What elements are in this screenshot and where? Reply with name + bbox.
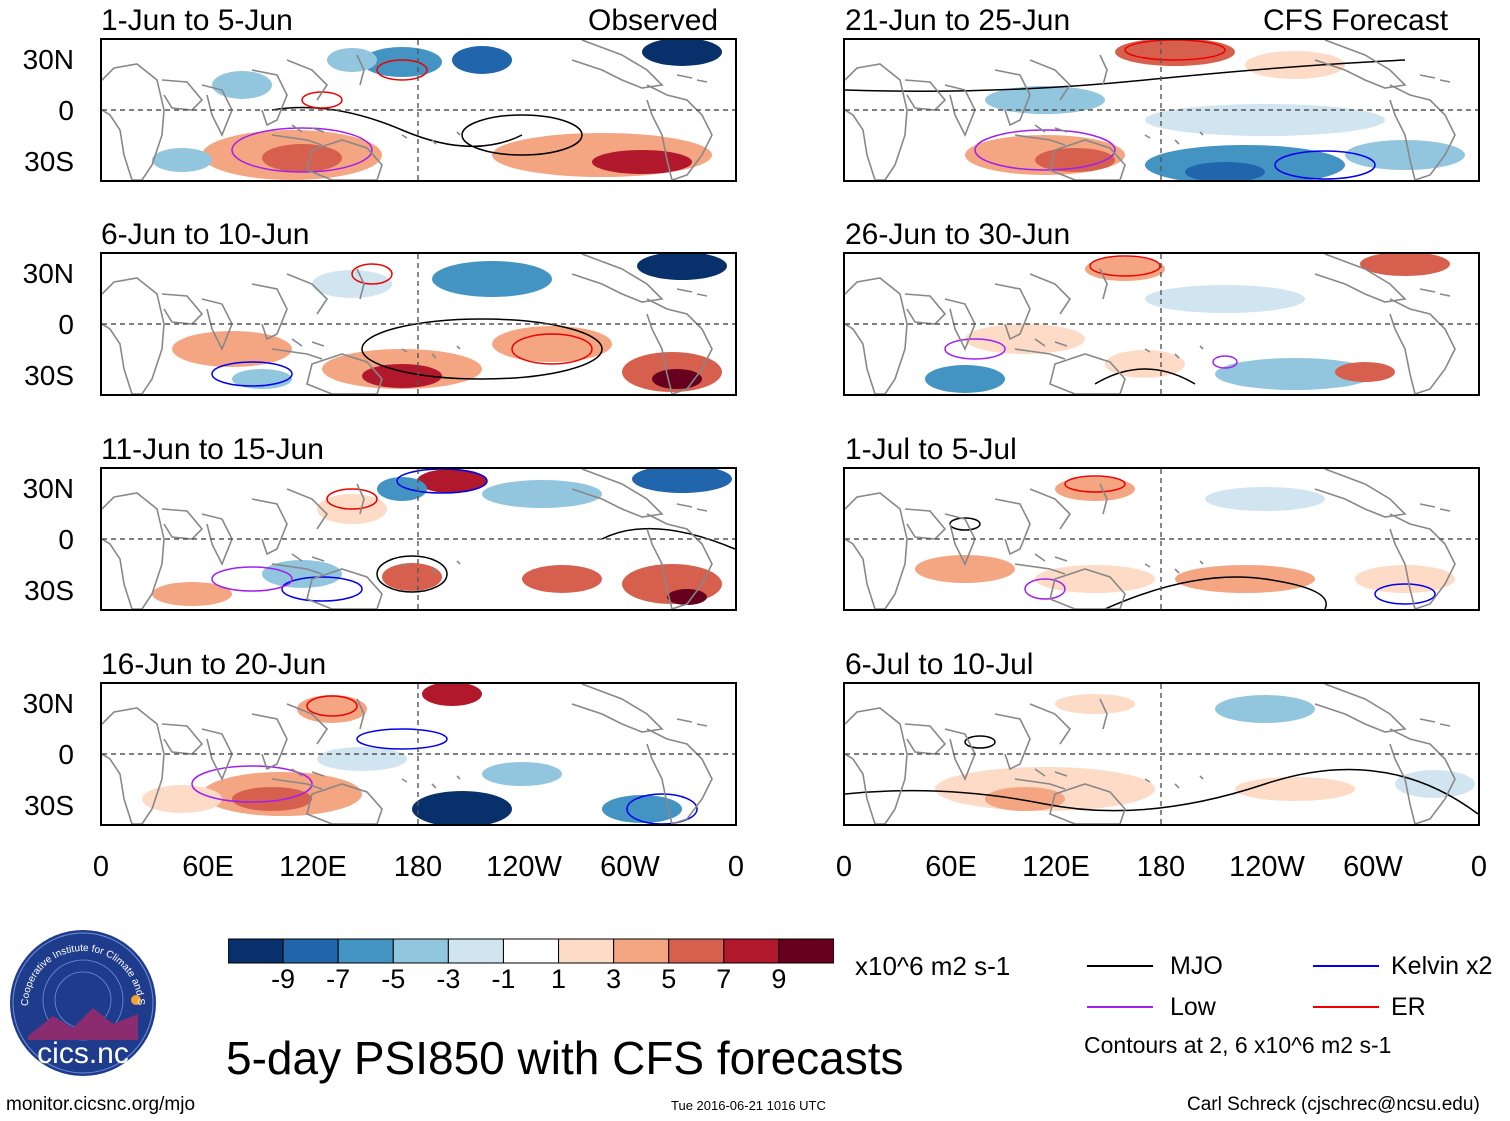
xtick-right-180: 180 [1136, 851, 1186, 883]
colorbar-swatch-0 [227, 938, 284, 964]
main-title: 5-day PSI850 with CFS forecasts [226, 1032, 904, 1084]
map-panel-obs-4 [100, 682, 737, 826]
ytick-30n-row4: 30N [22, 688, 74, 719]
ytick-eq-row2: 0 [58, 309, 74, 340]
colorbar-tick-label: 1 [551, 964, 567, 994]
observed-title: Observed [588, 4, 719, 37]
colorbar-swatch-6 [558, 938, 615, 964]
xtick-left-0: 0 [92, 851, 110, 883]
legend-line-kelvin [1313, 965, 1379, 967]
colorbar-swatch-7 [613, 938, 670, 964]
colorbar-swatch-5 [502, 938, 560, 964]
xtick-left-360: 0 [727, 851, 745, 883]
colorbar-tick-label: 5 [661, 964, 677, 994]
map-panel-obs-3 [100, 467, 737, 611]
footer-author: Carl Schreck (cjschrec@ncsu.edu) [1187, 1094, 1480, 1115]
map-panel-fc-3 [843, 467, 1480, 611]
ytick-eq-row3: 0 [58, 524, 74, 555]
xtick-left-180: 180 [393, 851, 443, 883]
xtick-left-60w: 60W [600, 851, 660, 883]
legend-label-low: Low [1170, 993, 1216, 1021]
colorbar-tick-label: -9 [271, 964, 296, 994]
panel-label-obs-3: 11-Jun to 15-Jun [101, 433, 324, 466]
xtick-right-0: 0 [835, 851, 853, 883]
xtick-right-360: 0 [1470, 851, 1488, 883]
colorbar-tick-label: 7 [716, 964, 732, 994]
xtick-right-60e: 60E [925, 851, 977, 883]
xtick-left-120w: 120W [486, 851, 562, 883]
logo-name: cics.nc [37, 1037, 129, 1070]
colorbar-swatch-9 [723, 938, 780, 964]
colorbar-tick-label: 9 [771, 964, 787, 994]
colorbar-swatch-2 [337, 938, 394, 964]
ytick-30s-row1: 30S [24, 146, 74, 177]
legend-line-er [1313, 1006, 1379, 1008]
legend-label-mjo: MJO [1170, 952, 1223, 980]
panel-label-obs-1: 1-Jun to 5-Jun [101, 4, 293, 37]
colorbar-swatch-10 [778, 938, 835, 964]
contours-note: Contours at 2, 6 x10^6 m2 s-1 [1084, 1032, 1392, 1058]
ytick-eq-row4: 0 [58, 739, 74, 770]
colorbar-swatch-4 [447, 938, 504, 964]
ytick-30n-row2: 30N [22, 258, 74, 289]
footer-timestamp: Tue 2016-06-21 1016 UTC [671, 1098, 826, 1113]
colorbar-tick-label: -5 [381, 964, 406, 994]
colorbar-swatch-3 [392, 938, 449, 964]
colorbar-tick-label: -1 [491, 964, 516, 994]
legend-label-kelvin: Kelvin x2 [1391, 952, 1493, 980]
xtick-right-120e: 120E [1022, 851, 1090, 883]
xtick-right-60w: 60W [1343, 851, 1403, 883]
ytick-eq-row1: 0 [58, 95, 74, 126]
legend-label-er: ER [1391, 993, 1426, 1021]
map-panel-obs-2 [100, 252, 737, 396]
ytick-30s-row3: 30S [24, 575, 74, 606]
panel-label-fc-3: 1-Jul to 5-Jul [845, 433, 1017, 466]
xtick-right-120w: 120W [1229, 851, 1305, 883]
xtick-left-60e: 60E [182, 851, 234, 883]
map-panel-fc-4 [843, 682, 1480, 826]
map-panel-fc-1 [843, 38, 1480, 182]
ytick-30n-row3: 30N [22, 473, 74, 504]
colorbar [227, 938, 835, 964]
ytick-30s-row2: 30S [24, 360, 74, 391]
cicsnc-logo: Cooperative Institute for Climate and Sa… [5, 920, 158, 1078]
colorbar-tick-label: -3 [436, 964, 461, 994]
legend-line-low [1087, 1006, 1153, 1008]
colorbar-tick-label: 3 [606, 964, 622, 994]
colorbar-swatch-1 [282, 938, 339, 964]
colorbar-units: x10^6 m2 s-1 [855, 951, 1011, 981]
colorbar-tick-label: -7 [326, 964, 351, 994]
ytick-30s-row4: 30S [24, 790, 74, 821]
colorbar-svg [227, 938, 835, 964]
legend-line-mjo [1087, 965, 1153, 967]
xtick-left-120e: 120E [279, 851, 347, 883]
ytick-30n-row1: 30N [22, 44, 74, 75]
panel-label-fc-2: 26-Jun to 30-Jun [845, 218, 1071, 251]
panel-label-fc-4: 6-Jul to 10-Jul [845, 648, 1034, 681]
map-panel-obs-1 [100, 38, 737, 182]
footer-url: monitor.cicsnc.org/mjo [6, 1094, 196, 1115]
panel-label-fc-1: 21-Jun to 25-Jun [845, 4, 1071, 37]
colorbar-swatch-8 [668, 938, 725, 964]
panel-label-obs-2: 6-Jun to 10-Jun [101, 218, 310, 251]
panel-label-obs-4: 16-Jun to 20-Jun [101, 648, 327, 681]
cfs-forecast-title: CFS Forecast [1263, 4, 1449, 37]
map-panel-fc-2 [843, 252, 1480, 396]
